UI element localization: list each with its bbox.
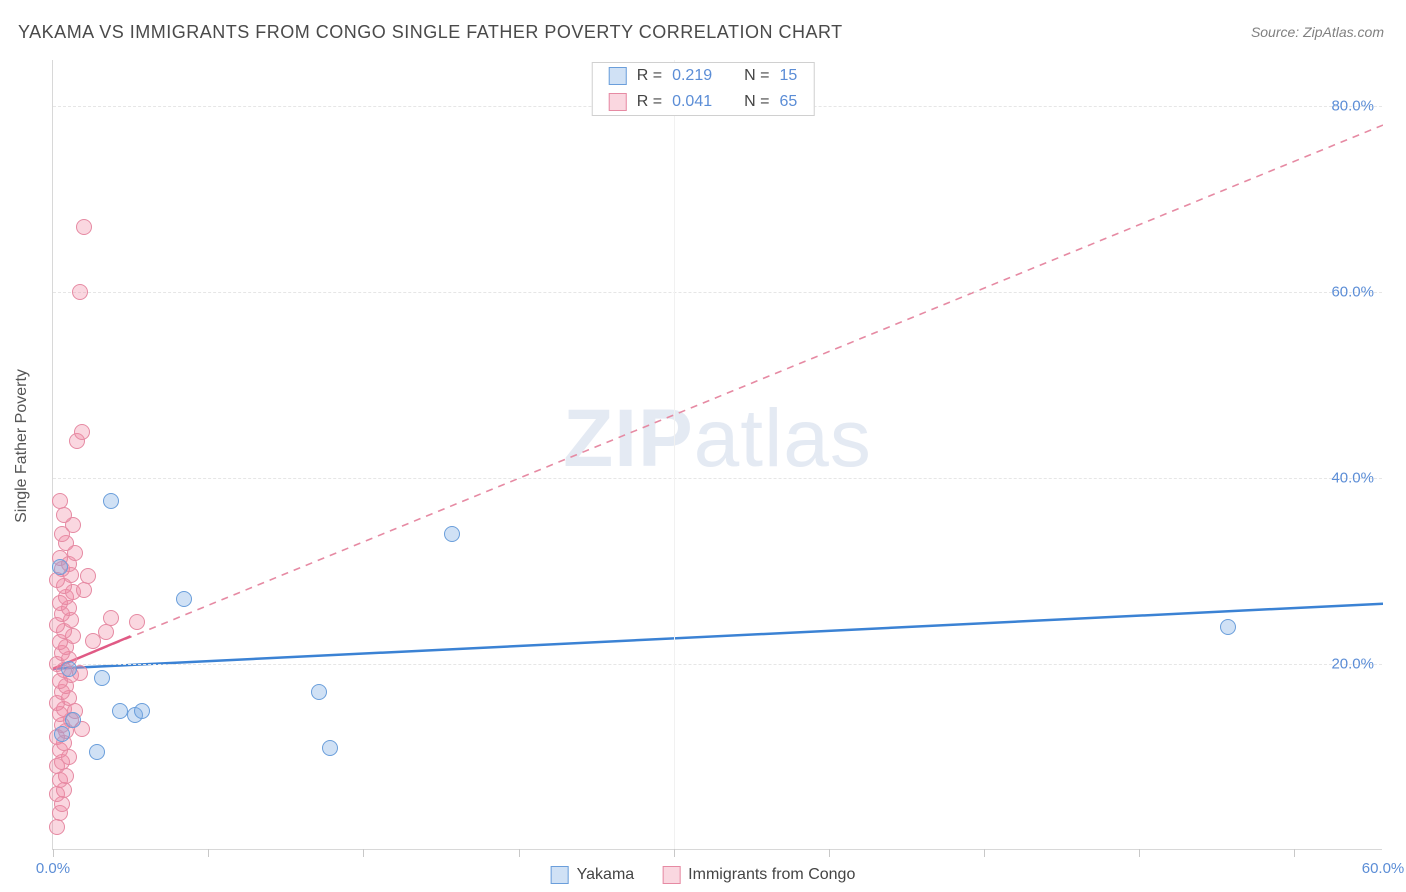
x-tick-label: 0.0% [36,860,70,877]
x-tick [1139,849,1140,857]
data-point [103,493,119,509]
gridline-horizontal [53,478,1382,479]
data-point [54,726,70,742]
data-point [74,424,90,440]
data-point [72,284,88,300]
x-tick [829,849,830,857]
legend-item: Yakama [551,866,635,884]
trend-line [53,604,1383,669]
legend-item: Immigrants from Congo [662,866,855,884]
legend-n-value: 65 [779,93,797,111]
legend-r-label: R = [637,67,662,85]
legend-swatch [609,93,627,111]
legend-r-label: R = [637,93,662,111]
data-point [311,684,327,700]
data-point [134,703,150,719]
gridline-horizontal [53,664,1382,665]
legend-swatch [662,866,680,884]
data-point [56,507,72,523]
legend-r-value: 0.219 [672,67,712,85]
data-point [49,819,65,835]
legend-swatch [609,67,627,85]
data-point [444,526,460,542]
data-point [80,568,96,584]
x-tick [363,849,364,857]
data-point [76,219,92,235]
data-point [98,624,114,640]
legend-row: R = 0.041 N = 65 [593,89,814,115]
x-tick [208,849,209,857]
legend-n-label: N = [744,93,769,111]
legend-row: R = 0.219 N = 15 [593,63,814,89]
watermark: ZIPatlas [563,392,872,486]
y-tick-label: 20.0% [1331,656,1374,673]
legend-r-value: 0.041 [672,93,712,111]
series-legend: Yakama Immigrants from Congo [551,866,856,884]
x-tick [984,849,985,857]
data-point [52,559,68,575]
x-tick [519,849,520,857]
data-point [61,661,77,677]
scatter-plot-area: ZIPatlas 20.0%40.0%60.0%80.0%0.0%60.0% [52,60,1382,850]
y-tick-label: 60.0% [1331,284,1374,301]
data-point [65,712,81,728]
data-point [52,493,68,509]
legend-swatch [551,866,569,884]
gridline-vertical [674,60,675,849]
data-point [1220,619,1236,635]
trend-line [53,125,1383,669]
y-tick-label: 40.0% [1331,470,1374,487]
data-point [112,703,128,719]
y-tick-label: 80.0% [1331,98,1374,115]
x-tick [53,849,54,857]
x-tick [1294,849,1295,857]
data-point [129,614,145,630]
legend-n-label: N = [744,67,769,85]
x-tick [674,849,675,857]
y-axis-title: Single Father Poverty [13,369,31,523]
legend-label: Yakama [577,866,635,884]
legend-n-value: 15 [779,67,797,85]
legend-label: Immigrants from Congo [688,866,855,884]
x-tick-label: 60.0% [1362,860,1405,877]
gridline-horizontal [53,292,1382,293]
source-label: Source: ZipAtlas.com [1251,24,1384,40]
data-point [76,582,92,598]
data-point [322,740,338,756]
correlation-legend: R = 0.219 N = 15 R = 0.041 N = 65 [592,62,815,116]
data-point [94,670,110,686]
chart-title: YAKAMA VS IMMIGRANTS FROM CONGO SINGLE F… [18,22,843,43]
trend-lines [53,60,1383,850]
data-point [89,744,105,760]
data-point [176,591,192,607]
